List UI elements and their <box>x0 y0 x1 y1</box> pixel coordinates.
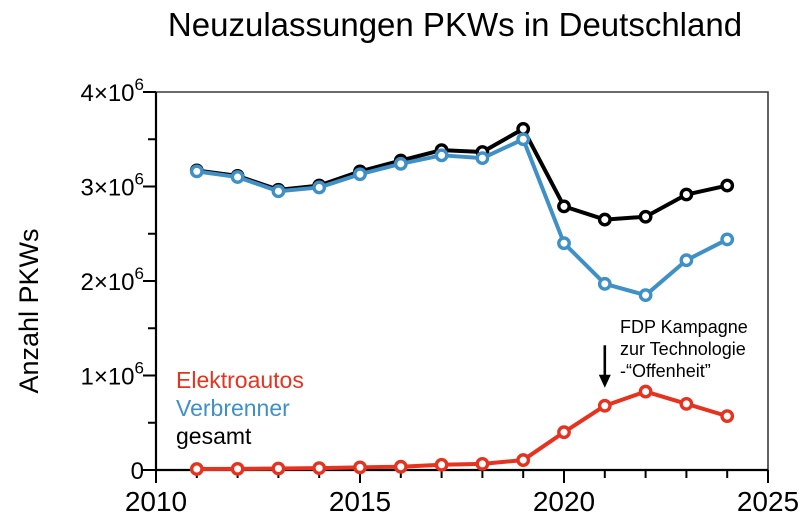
data-point-verbrenner <box>189 164 204 179</box>
data-point-elektroautos <box>597 398 612 413</box>
data-point-verbrenner <box>638 288 653 303</box>
data-point-elektroautos <box>189 462 204 476</box>
legend: Elektroautos Verbrenner gesamt <box>176 366 304 450</box>
x-tick-label: 2010 <box>125 486 187 517</box>
annotation-line-3: -“Offenheit” <box>620 361 711 381</box>
data-point-verbrenner <box>720 232 735 247</box>
data-point-gesamt <box>720 178 735 193</box>
data-point-verbrenner <box>516 132 531 147</box>
annotation-line-2: zur Technologie <box>620 339 746 359</box>
legend-item-verbrenner: Verbrenner <box>176 395 290 421</box>
chart-title: Neuzulassungen PKWs in Deutschland <box>167 6 743 43</box>
data-point-gesamt <box>597 212 612 227</box>
data-point-elektroautos <box>434 457 449 472</box>
data-point-verbrenner <box>597 276 612 291</box>
annotation-fdp-kampagne: FDP Kampagne zur Technologie -“Offenheit… <box>620 316 748 382</box>
y-tick-label: 1×106 <box>80 359 144 391</box>
data-point-elektroautos <box>393 459 408 474</box>
data-point-elektroautos <box>312 461 327 476</box>
data-point-elektroautos <box>516 453 531 467</box>
y-axis-title: Anzahl PKWs <box>14 228 44 394</box>
x-tick-label: 2025 <box>737 486 799 517</box>
annotation-line-1: FDP Kampagne <box>620 317 748 337</box>
data-point-elektroautos <box>638 384 653 399</box>
data-point-elektroautos <box>720 409 735 424</box>
data-point-verbrenner <box>679 253 694 268</box>
data-point-elektroautos <box>230 461 245 476</box>
data-point-gesamt <box>638 209 653 224</box>
y-tick-label: 0 <box>131 458 144 485</box>
x-tick-label: 2020 <box>533 486 595 517</box>
y-tick-label: 3×106 <box>80 170 144 202</box>
legend-item-elektroautos: Elektroautos <box>176 367 304 393</box>
data-point-elektroautos <box>353 460 367 475</box>
data-point-verbrenner <box>271 184 286 199</box>
data-point-verbrenner <box>230 170 245 184</box>
annotation-arrow-head <box>598 374 611 388</box>
data-point-verbrenner <box>557 236 571 251</box>
data-point-elektroautos <box>271 461 286 476</box>
data-point-elektroautos <box>557 425 571 440</box>
legend-item-gesamt: gesamt <box>176 423 252 449</box>
plot-frame <box>156 91 769 470</box>
y-tick-label: 4×106 <box>80 75 144 107</box>
data-point-verbrenner <box>312 180 327 195</box>
data-point-gesamt <box>679 187 694 202</box>
x-tick-label: 2015 <box>329 486 391 517</box>
data-point-verbrenner <box>434 148 449 163</box>
data-point-verbrenner <box>393 156 408 171</box>
data-point-elektroautos <box>679 396 694 411</box>
y-tick-label: 2×106 <box>80 264 144 296</box>
data-point-elektroautos <box>475 456 490 471</box>
data-point-verbrenner <box>475 151 490 166</box>
data-point-gesamt <box>557 199 571 214</box>
data-point-verbrenner <box>353 167 367 182</box>
series-line-gesamt <box>194 126 730 222</box>
